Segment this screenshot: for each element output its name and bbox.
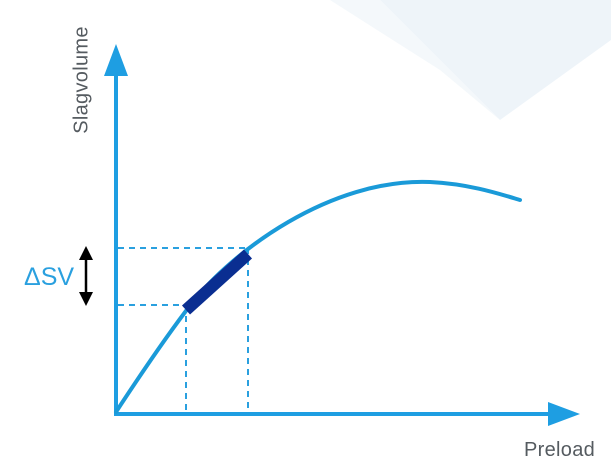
x-axis-label: Preload <box>524 439 596 461</box>
starling-curve <box>114 179 522 414</box>
background-shape <box>380 0 611 120</box>
y-axis-label: Slagvolume <box>70 26 93 134</box>
double-headed-arrow-icon <box>79 246 93 306</box>
delta-sv-label: ΔSV <box>24 263 75 291</box>
y-axis-arrowhead <box>104 44 128 76</box>
highlighted-segment <box>181 249 253 315</box>
x-axis-arrowhead <box>548 402 580 426</box>
